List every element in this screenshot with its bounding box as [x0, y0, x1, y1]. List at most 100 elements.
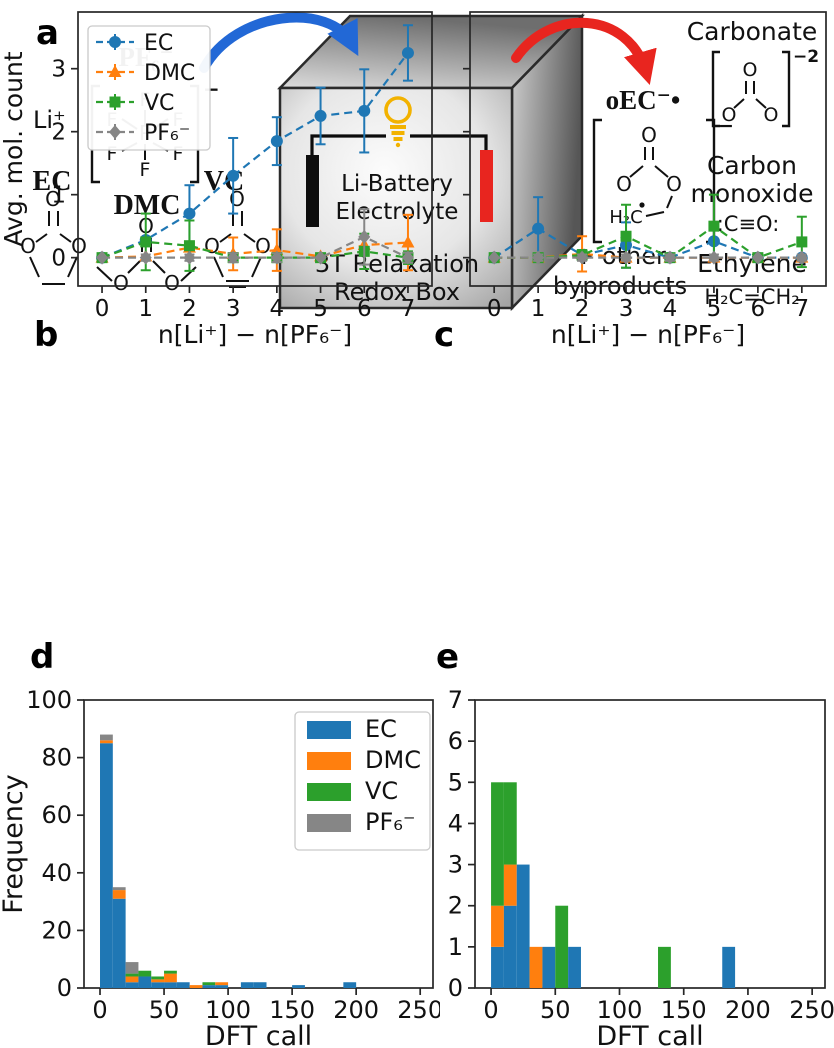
- co-formula: :C≡O:: [717, 212, 780, 236]
- chart-d: 0 50 100 150 200 250 0 20 40 60 80 100 DFT call Frequ…: [0, 672, 440, 1048]
- chart-c: 0 1 2 3 4 5 6 7 n[Li⁺] − n[PF₆⁻]: [435, 0, 834, 348]
- hist-bar: [138, 976, 152, 988]
- hist-bar: [292, 985, 305, 988]
- x-tick-label: 7: [795, 296, 810, 322]
- panel-label-d: d: [30, 637, 55, 677]
- y-tick-label: 1: [51, 183, 66, 209]
- x-tick-label: 0: [92, 996, 107, 1024]
- y-tick-label: 2: [448, 892, 463, 920]
- co-title-line2: monoxide: [690, 179, 813, 208]
- other-byproducts-line1: + other: [574, 242, 666, 270]
- x-tick-label: 1: [138, 296, 153, 322]
- series-PF₆⁻: [488, 250, 808, 265]
- svg-text:O: O: [164, 271, 180, 295]
- legend-entry-label: PF₆⁻: [144, 121, 190, 146]
- hist-bar: [125, 976, 139, 983]
- y-tick-label: 5: [448, 768, 463, 796]
- hist-bar: [555, 905, 569, 988]
- legend-entry-label: VC: [365, 777, 398, 805]
- x-tick-label: 250: [789, 996, 834, 1024]
- dmc-label: DMC: [114, 190, 181, 221]
- chart-e: 0 50 100 150 200 250 0 1 2 3 4 5 6 7 DFT call: [435, 672, 834, 1048]
- y-tick-label: 40: [41, 859, 72, 887]
- y-tick-label: 3: [448, 851, 463, 879]
- hist-bar: [151, 979, 165, 983]
- y-tick-label: 3: [51, 57, 66, 83]
- svg-text:F: F: [173, 143, 184, 165]
- hist-bar: [164, 982, 177, 988]
- hist-bar: [529, 946, 543, 988]
- x-tick-label: 0: [483, 996, 498, 1024]
- hist-bar: [253, 982, 267, 988]
- svg-text:O: O: [616, 172, 632, 196]
- hist-bar: [138, 970, 152, 977]
- carbonate-structure: −2 O O O: [711, 47, 819, 128]
- x-tick-label: 250: [397, 996, 440, 1024]
- electrode-black: [306, 155, 319, 227]
- hist-bar: [112, 887, 126, 891]
- hist-bar: [100, 740, 113, 744]
- svg-text:O: O: [743, 59, 758, 81]
- y-tick-label: 1: [448, 933, 463, 961]
- hist-bar: [125, 973, 139, 977]
- x-tick-label: 3: [226, 296, 241, 322]
- hist-bar: [658, 946, 671, 988]
- hist-bar: [176, 982, 190, 988]
- x-tick-label: 2: [182, 296, 197, 322]
- hist-bar: [503, 782, 517, 865]
- y-tick-label: 2: [51, 120, 66, 146]
- y-axis-label: Avg. mol. count: [0, 51, 28, 246]
- hist-bar: [189, 985, 203, 988]
- hist-bar: [112, 898, 126, 988]
- plot-frame: [77, 11, 433, 287]
- arrow-in-icon: [199, 12, 359, 73]
- x-tick-label: 2: [575, 296, 590, 322]
- x-tick-label: 150: [661, 996, 707, 1024]
- hist-bar: [516, 864, 530, 988]
- x-tick-label: 200: [333, 996, 379, 1024]
- svg-text:O: O: [20, 234, 36, 258]
- x-axis-label: n[Li⁺] − n[PF₆⁻]: [551, 320, 745, 348]
- hist-bar: [491, 782, 504, 906]
- legend-entry-label: VC: [144, 91, 174, 116]
- plot-frame: [469, 11, 827, 287]
- carbonate-charge: −2: [793, 47, 819, 67]
- ec-label: EC: [33, 166, 72, 197]
- ec-structure: O O O: [20, 187, 87, 285]
- svg-text:O: O: [71, 234, 87, 258]
- svg-text:O: O: [764, 104, 779, 126]
- x-tick-label: 100: [597, 996, 643, 1024]
- hist-bar: [568, 946, 581, 988]
- panel-label-a: a: [36, 13, 59, 53]
- hist-bar: [202, 985, 216, 988]
- legend-entry-label: PF₆⁻: [365, 808, 416, 836]
- hist-bar: [164, 973, 177, 983]
- panel-label-c: c: [434, 315, 455, 355]
- x-tick-label: 100: [205, 996, 251, 1024]
- x-tick-label: 6: [751, 296, 766, 322]
- svg-text:O: O: [113, 271, 129, 295]
- hist-bar: [215, 982, 229, 986]
- x-tick-label: 3: [619, 296, 634, 322]
- x-tick-label: 1: [531, 296, 546, 322]
- x-axis-label: DFT call: [596, 1021, 703, 1048]
- legend: EC DMC VC PF₆⁻: [294, 711, 431, 851]
- hist-bar: [503, 905, 517, 988]
- x-tick-label: 5: [313, 296, 328, 322]
- y-tick-label: 7: [448, 686, 463, 714]
- x-tick-label: 0: [487, 296, 502, 322]
- dmc-structure: O O O: [96, 214, 197, 295]
- x-tick-label: 6: [357, 296, 372, 322]
- hist-bar: [491, 905, 504, 947]
- hist-bar: [542, 946, 556, 988]
- hist-bar: [343, 982, 357, 988]
- hist-bar: [112, 890, 126, 899]
- electrode-red: [480, 150, 493, 222]
- hist-bar: [215, 985, 229, 988]
- y-tick-label: 4: [448, 809, 463, 837]
- x-axis-label: DFT call: [205, 1021, 312, 1048]
- plot-frame: [474, 699, 826, 989]
- oec-label: oEC⁻•: [606, 85, 681, 115]
- hist-bar: [125, 982, 139, 988]
